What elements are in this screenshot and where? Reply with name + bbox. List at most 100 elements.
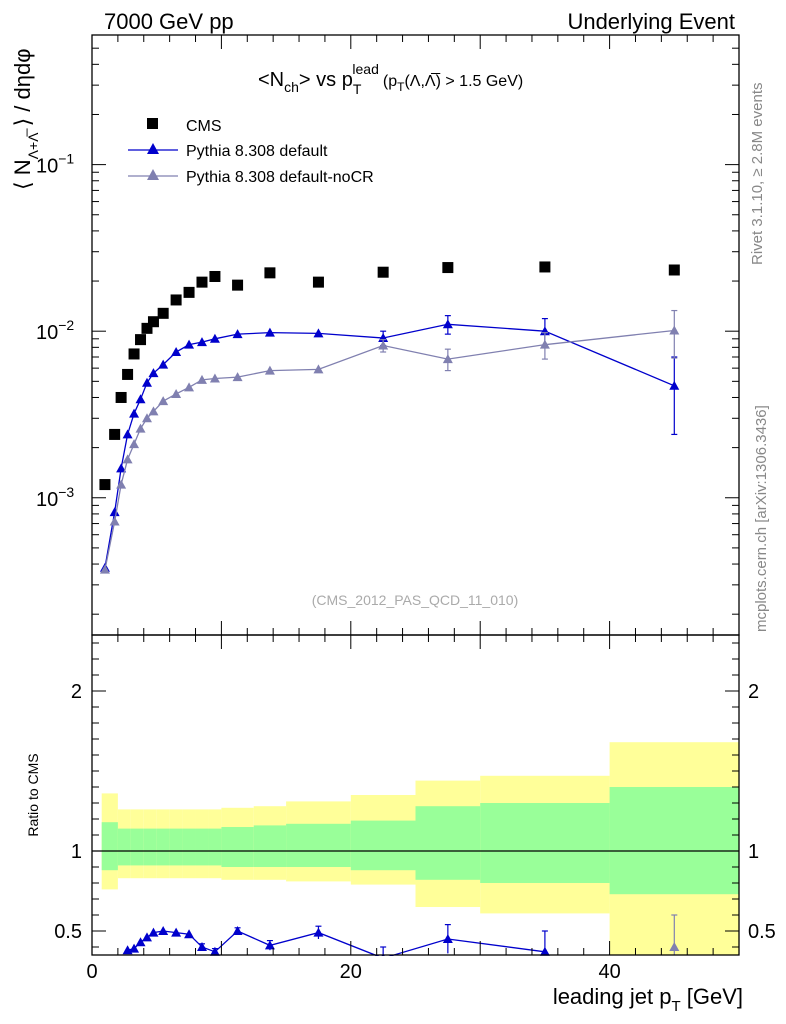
data-point xyxy=(209,373,220,383)
data-point xyxy=(377,266,389,278)
analysis-watermark: (CMS_2012_PAS_QCD_11_010) xyxy=(312,592,519,608)
data-point xyxy=(232,279,244,291)
ratio-point xyxy=(148,927,159,937)
uncertainty-band-green xyxy=(480,803,610,883)
data-point xyxy=(158,396,169,406)
data-point xyxy=(158,359,169,369)
x-label-unit: [GeV] xyxy=(681,984,743,1009)
data-point xyxy=(264,267,276,279)
data-point xyxy=(147,316,159,328)
data-point xyxy=(115,391,127,403)
data-point xyxy=(312,276,324,288)
y-tick-label-base: 10 xyxy=(36,322,58,344)
y-label-post: ⟩ / dηdφ xyxy=(10,49,35,133)
data-point xyxy=(170,294,182,306)
series-2 xyxy=(99,309,680,574)
header-right: Underlying Event xyxy=(567,9,735,34)
data-point xyxy=(669,380,680,390)
y-axis-label: ⟨ NΛ+Λ̅ ⟩ / dηdφ xyxy=(10,49,41,191)
ratio-point xyxy=(129,943,140,953)
data-point xyxy=(109,428,121,440)
ratio-y-tick-label-right: 0.5 xyxy=(748,921,776,943)
legend-label-cms: CMS xyxy=(186,118,222,135)
y-label-sub: Λ+Λ̅ xyxy=(25,128,41,160)
ratio-y-label: Ratio to CMS xyxy=(25,753,41,836)
y-tick-label: 10−3 xyxy=(36,484,74,511)
uncertainty-band-green xyxy=(117,828,131,866)
main-axis-ticks xyxy=(91,35,740,635)
data-point xyxy=(148,406,159,416)
data-point xyxy=(109,516,120,526)
main-plot-area xyxy=(99,261,680,574)
data-point xyxy=(141,413,152,423)
data-point xyxy=(122,454,133,464)
uncertainty-band-green xyxy=(221,827,254,867)
x-label-main: leading jet p xyxy=(553,984,672,1009)
mcplots-label: mcplots.cern.ch [arXiv:1306.3436] xyxy=(753,405,770,632)
data-point xyxy=(196,276,208,288)
series-0 xyxy=(99,261,680,491)
ratio-series-1 xyxy=(669,914,680,955)
data-point xyxy=(442,354,453,364)
legend-marker-default xyxy=(147,143,159,154)
ratio-point xyxy=(209,946,220,956)
data-point xyxy=(122,368,134,380)
title-cut-rest: (Λ,Λ̅) > 1.5 GeV) xyxy=(404,72,523,90)
data-point xyxy=(116,479,127,489)
ratio-axis-ticks xyxy=(91,635,740,955)
ratio-y-tick-label-left: 1 xyxy=(71,841,82,863)
ratio-y-tick-label-left: 2 xyxy=(71,681,82,703)
series-1 xyxy=(99,315,680,572)
uncertainty-band-green xyxy=(350,820,416,871)
ratio-clip-mask xyxy=(91,956,740,968)
legend-marker-cms xyxy=(147,118,158,129)
data-point xyxy=(209,270,221,282)
data-point xyxy=(128,348,140,360)
data-point xyxy=(669,325,680,335)
y-tick-label: 10−2 xyxy=(36,317,74,344)
chart-title: <Nch> vs pTlead(pT(Λ,Λ̅) > 1.5 GeV) xyxy=(258,61,523,97)
data-point xyxy=(116,463,127,473)
uncertainty-band-green xyxy=(208,828,222,866)
data-point xyxy=(109,507,120,517)
uncertainty-band-green xyxy=(143,828,157,866)
uncertainty-band-green xyxy=(156,828,170,866)
data-point xyxy=(129,439,140,449)
data-point xyxy=(148,368,159,378)
uncertainty-band-green xyxy=(415,806,481,880)
data-point xyxy=(442,262,454,274)
ratio-point xyxy=(135,937,146,947)
data-point xyxy=(232,329,243,339)
ratio-y-tick-label-left: 0.5 xyxy=(54,921,82,943)
title-cut-sub: T xyxy=(397,80,405,94)
main-y-tick-labels: 10−110−210−3 xyxy=(36,151,74,511)
ratio-point xyxy=(669,942,680,951)
title-p-sub: T xyxy=(353,81,362,97)
ratio-point xyxy=(442,934,453,943)
header-left: 7000 GeV pp xyxy=(104,9,234,34)
y-tick-label: 10−1 xyxy=(36,151,74,178)
series-line xyxy=(104,329,675,570)
y-tick-label-exp: −3 xyxy=(58,484,74,500)
data-point xyxy=(99,479,111,491)
ratio-point xyxy=(232,926,243,935)
data-point xyxy=(141,377,152,387)
data-point xyxy=(157,307,169,319)
data-point xyxy=(264,365,275,375)
uncertainty-band-green xyxy=(169,828,183,866)
ratio-frame xyxy=(91,634,740,956)
ratio-y-tick-label-right: 1 xyxy=(748,841,759,863)
uncertainty-band-green xyxy=(130,828,144,866)
uncertainty-band-green xyxy=(253,825,287,867)
rivet-label: Rivet 3.1.10, ≥ 2.8M events xyxy=(749,83,766,266)
main-panel: 10−110−210−3 <Nch> vs pTlead(pT(Λ,Λ̅) > … xyxy=(10,34,740,636)
legend-label-nocr: Pythia 8.308 default-noCR xyxy=(186,169,374,186)
ratio-panel: 0 20 40 0.5 0.5 1 1 2 2 Ratio to CMS xyxy=(25,634,776,983)
data-point xyxy=(141,322,153,334)
data-point xyxy=(135,334,147,346)
legend: CMS Pythia 8.308 default Pythia 8.308 de… xyxy=(128,118,374,186)
uncertainty-band-green xyxy=(609,787,739,895)
ratio-point xyxy=(141,932,152,942)
data-point xyxy=(184,339,195,349)
